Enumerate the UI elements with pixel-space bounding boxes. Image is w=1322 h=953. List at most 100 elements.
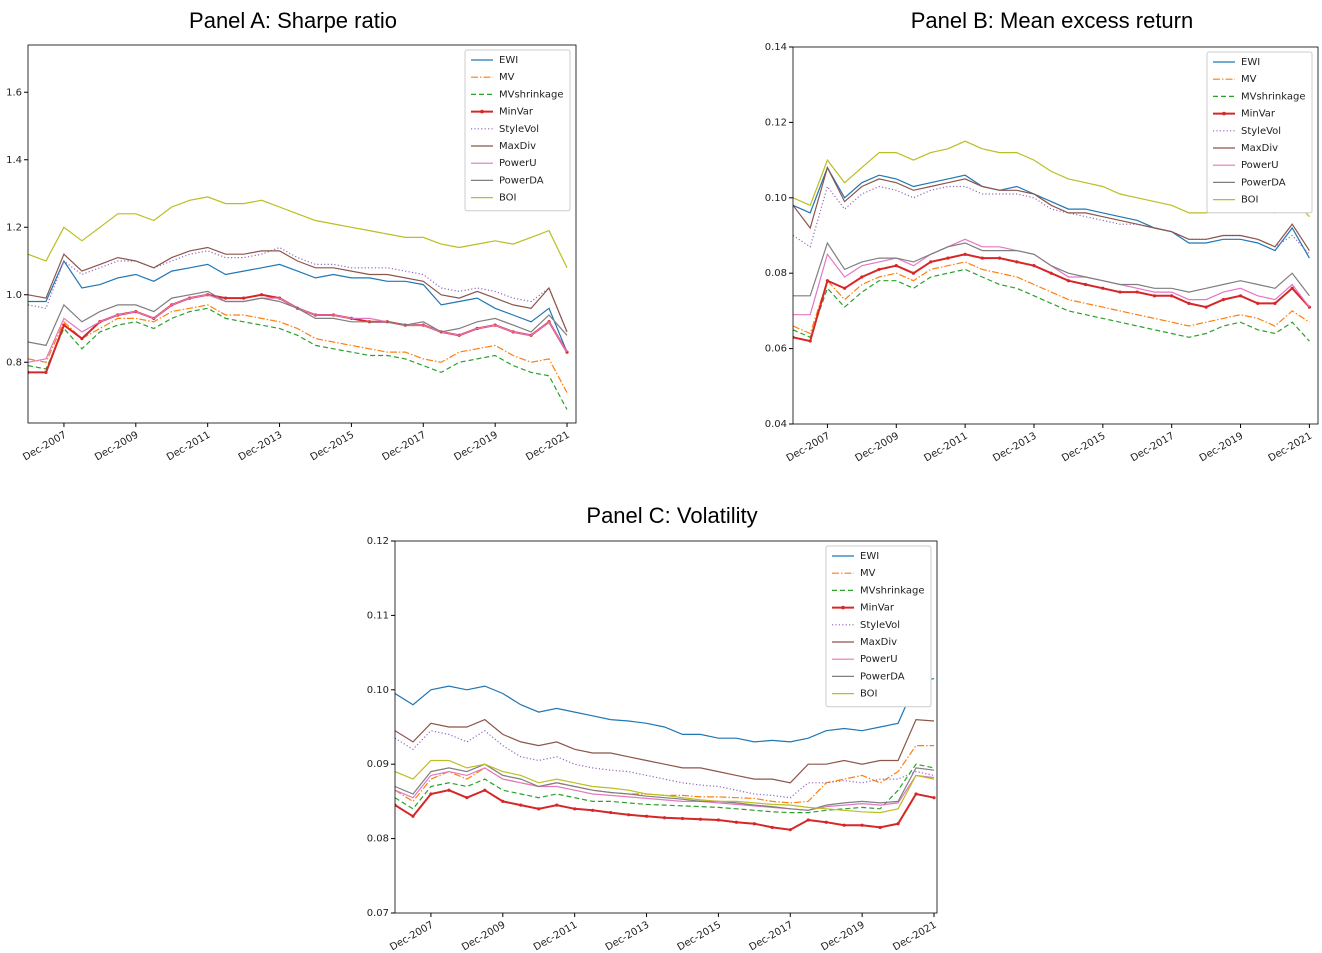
legend-label: StyleVol [499,124,539,135]
y-tick-label: 0.07 [367,908,389,919]
series-marker [963,252,967,256]
series-marker [734,820,738,824]
legend-label: MaxDiv [860,637,897,648]
legend-label: PowerU [860,654,898,665]
series-line [793,268,1310,342]
legend-marker [841,605,845,610]
plot-frame [792,46,1319,425]
series-line [28,246,568,333]
series-marker [824,820,828,824]
panel: Panel A: Sharpe ratio 0.8 1.0 1.2 1.4 1.6 Dec-… [6,8,577,464]
plot-frame [394,540,938,914]
legend-label: EWI [1241,57,1260,68]
series-marker [1204,305,1208,309]
series-marker [1015,260,1019,264]
legend-label: PowerU [499,158,537,169]
legend-label: PowerDA [499,175,544,186]
series-marker [1290,286,1294,290]
series-line [793,253,1311,343]
series-marker [1135,290,1139,294]
x-tick-label: Dec-2017 [381,430,428,464]
series-line [395,759,935,814]
y-tick-label: 1.4 [6,155,22,166]
plot-area [793,140,1311,343]
x-tick-label: Dec-2015 [1060,431,1107,465]
legend-label: MinVar [860,603,895,614]
series-marker [698,817,703,821]
legend-label: MV [1241,74,1257,85]
series-marker [894,264,898,268]
series-marker [825,279,830,283]
series-marker [896,822,900,826]
x-tick-label: Dec-2013 [237,430,284,464]
series-line [395,789,935,831]
series-line [793,261,1310,335]
series-marker [1101,286,1105,290]
legend-label: MinVar [1241,109,1276,120]
series-marker [806,818,810,822]
legend-label: MV [499,72,515,83]
legend-label: StyleVol [1241,126,1281,137]
y-tick-label: 0.08 [765,268,787,279]
legend-marker [480,109,484,114]
series-line [28,304,568,393]
series-marker [1221,297,1225,302]
x-tick-label: Dec-2021 [891,920,938,953]
series-marker [1187,301,1191,305]
x-tick-label: Dec-2019 [452,430,499,464]
series-marker [537,807,541,811]
series-marker [914,792,918,796]
legend-marker [1222,111,1226,116]
series-marker [878,825,882,830]
series-marker [929,260,933,264]
legend-label: MinVar [499,107,534,118]
y-tick-label: 0.04 [765,419,787,430]
series-marker [555,803,559,807]
legend-label: MVshrinkage [499,89,564,100]
x-tick-label: Dec-2017 [1129,431,1176,465]
chart-title: Panel A: Sharpe ratio [189,8,397,33]
series-marker [609,810,613,815]
series-marker [626,813,631,817]
series-line [793,166,1310,259]
legend-label: PowerU [1241,160,1279,171]
x-tick-label: Dec-2009 [854,431,901,465]
legend-label: MV [860,568,876,579]
x-tick-label: Dec-2007 [21,430,68,464]
series-line [28,293,568,374]
series-line [28,246,568,333]
series-marker [259,293,264,297]
legend-label: StyleVol [860,620,900,631]
y-tick-label: 1.6 [6,87,22,98]
series-marker [1152,294,1157,298]
series-marker [1256,301,1260,305]
legend-label: BOI [1241,195,1259,206]
chart-title: Panel C: Volatility [586,503,757,528]
x-tick-label: Dec-2021 [1267,431,1314,465]
series-marker [788,828,792,832]
legend: EWI MV MVshrinkage MinVar StyleVol MaxDiv Powe… [1206,51,1313,214]
x-tick-label: Dec-2009 [460,920,507,953]
legend-label: MaxDiv [1241,143,1278,154]
series-line [395,729,935,799]
series-marker [1118,290,1122,294]
x-tick-label: Dec-2019 [1198,431,1245,465]
legend-label: MVshrinkage [860,585,925,596]
series-marker [591,808,595,812]
legend-box [464,49,571,212]
legend: EWI MV MVshrinkage MinVar StyleVol MaxDiv Powe… [825,545,932,708]
series-line [793,241,1310,297]
series-marker [429,792,433,796]
y-tick-label: 0.12 [765,117,787,128]
series-line [28,307,568,410]
x-tick-label: Dec-2011 [922,431,969,465]
x-tick-label: Dec-2011 [165,430,212,464]
series-marker [447,788,451,792]
series-line [395,767,935,811]
legend-label: PowerDA [860,671,905,682]
series-marker [644,814,649,818]
series-line [395,678,935,743]
y-tick-label: 0.09 [367,759,389,770]
series-marker [1066,279,1071,283]
